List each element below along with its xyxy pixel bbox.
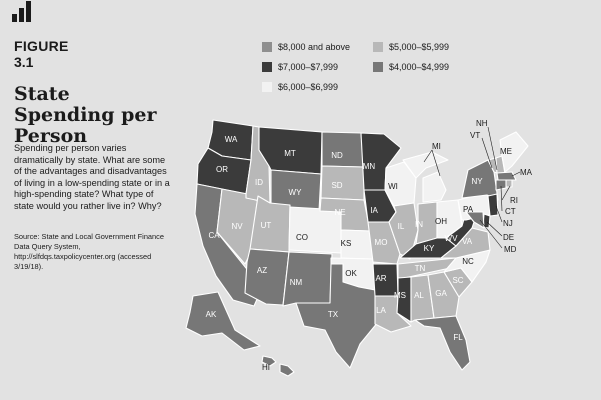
state-MD <box>465 211 485 229</box>
legend-label: $5,000–$5,999 <box>389 42 450 52</box>
callout-leader <box>423 149 433 163</box>
state-MS <box>396 276 412 323</box>
legend-item-6000-6999: $6,000–$6,999 <box>262 82 338 92</box>
state-label-MN: MN <box>363 162 376 171</box>
state-label-MI: MI <box>432 142 441 151</box>
state-label-SD: SD <box>331 181 342 190</box>
legend-item-5000-5999: $5,000–$5,999 <box>373 42 449 52</box>
callout-leader <box>431 149 441 177</box>
state-label-OH: OH <box>435 217 447 226</box>
state-label-MD: MD <box>504 245 517 254</box>
state-label-GA: GA <box>435 289 447 298</box>
state-TX <box>295 263 379 369</box>
state-label-KY: KY <box>424 244 435 253</box>
state-label-OK: OK <box>345 269 357 278</box>
state-label-CA: CA <box>208 231 220 240</box>
legend-item-7000-7999: $7,000–$7,999 <box>262 62 338 72</box>
state-label-AZ: AZ <box>257 266 267 275</box>
state-label-MO: MO <box>375 238 388 247</box>
state-label-TN: TN <box>415 264 426 273</box>
figure-number: 3.1 <box>14 54 34 70</box>
state-label-NY: NY <box>471 177 483 186</box>
state-label-TX: TX <box>328 310 339 319</box>
state-label-NM: NM <box>290 278 303 287</box>
callout-leader <box>487 126 498 171</box>
state-label-ID: ID <box>255 178 263 187</box>
callout-leader <box>511 171 521 177</box>
state-label-IN: IN <box>415 220 423 229</box>
state-GA <box>427 271 460 319</box>
state-label-VA: VA <box>462 237 473 246</box>
state-label-AR: AR <box>375 274 386 283</box>
state-label-MA: MA <box>520 168 533 177</box>
state-label-DE: DE <box>503 233 514 242</box>
legend-item-4000-4999: $4,000–$4,999 <box>373 62 449 72</box>
legend-swatch <box>373 62 383 72</box>
state-label-AL: AL <box>414 291 424 300</box>
state-label-NJ: NJ <box>503 219 513 228</box>
state-label-NH: NH <box>476 119 488 128</box>
state-MA <box>496 171 517 181</box>
legend-swatch <box>262 62 272 72</box>
state-label-FL: FL <box>453 333 463 342</box>
state-label-OR: OR <box>216 165 228 174</box>
state-label-IL: IL <box>398 222 405 231</box>
legend-label: $4,000–$4,999 <box>389 62 450 72</box>
legend-swatch <box>262 82 272 92</box>
state-label-WA: WA <box>225 135 238 144</box>
legend-label: $7,000–$7,999 <box>278 62 339 72</box>
state-MI <box>402 151 449 203</box>
state-RI <box>505 179 513 188</box>
callout-leader <box>486 221 503 237</box>
figure-title: State Spending per Person <box>14 83 157 147</box>
legend-swatch <box>262 42 272 52</box>
state-label-CT: CT <box>505 207 516 216</box>
state-label-KS: KS <box>341 239 352 248</box>
figure-caption: Spending per person varies dramatically … <box>14 143 170 211</box>
state-label-NC: NC <box>462 257 474 266</box>
state-label-UT: UT <box>261 221 272 230</box>
callout-leader <box>481 137 493 169</box>
state-label-MT: MT <box>284 149 296 158</box>
state-label-IA: IA <box>370 206 378 215</box>
state-label-WI: WI <box>388 182 398 191</box>
state-label-NV: NV <box>231 222 243 231</box>
state-label-RI: RI <box>510 196 518 205</box>
legend-swatch <box>373 42 383 52</box>
state-label-MS: MS <box>394 291 406 300</box>
state-label-ND: ND <box>331 151 343 160</box>
state-label-AK: AK <box>206 310 217 319</box>
state-TN <box>397 257 465 279</box>
state-CT <box>495 179 507 191</box>
state-label-CO: CO <box>296 233 308 242</box>
legend-label: $8,000 and above <box>278 42 351 52</box>
state-MO <box>367 221 401 265</box>
state-FL <box>414 315 471 371</box>
state-ME <box>499 131 529 173</box>
state-label-WY: WY <box>289 188 303 197</box>
figure-label: FIGURE <box>14 38 69 54</box>
state-label-WV: WV <box>445 234 459 243</box>
callout-leader <box>501 185 511 201</box>
legend-label: $6,000–$6,999 <box>278 82 339 92</box>
state-label-ME: ME <box>500 147 512 156</box>
figure-source: Source: State and Local Government Finan… <box>14 232 164 271</box>
state-label-PA: PA <box>463 205 474 214</box>
legend-item-8000-above: $8,000 and above <box>262 42 350 52</box>
state-label-HI: HI <box>262 363 270 372</box>
state-label-SC: SC <box>452 276 463 285</box>
state-label-NE: NE <box>334 208 345 217</box>
state-label-LA: LA <box>376 306 386 315</box>
state-AZ <box>244 248 290 306</box>
callout-leader <box>479 219 503 249</box>
callout-leader <box>500 185 503 212</box>
figure-icon <box>12 0 34 22</box>
state-AK <box>185 291 261 351</box>
state-NJ <box>487 193 499 217</box>
state-HI <box>261 355 295 377</box>
callout-leader <box>495 205 503 223</box>
state-label-VT: VT <box>470 131 480 140</box>
state-ND <box>321 131 365 168</box>
